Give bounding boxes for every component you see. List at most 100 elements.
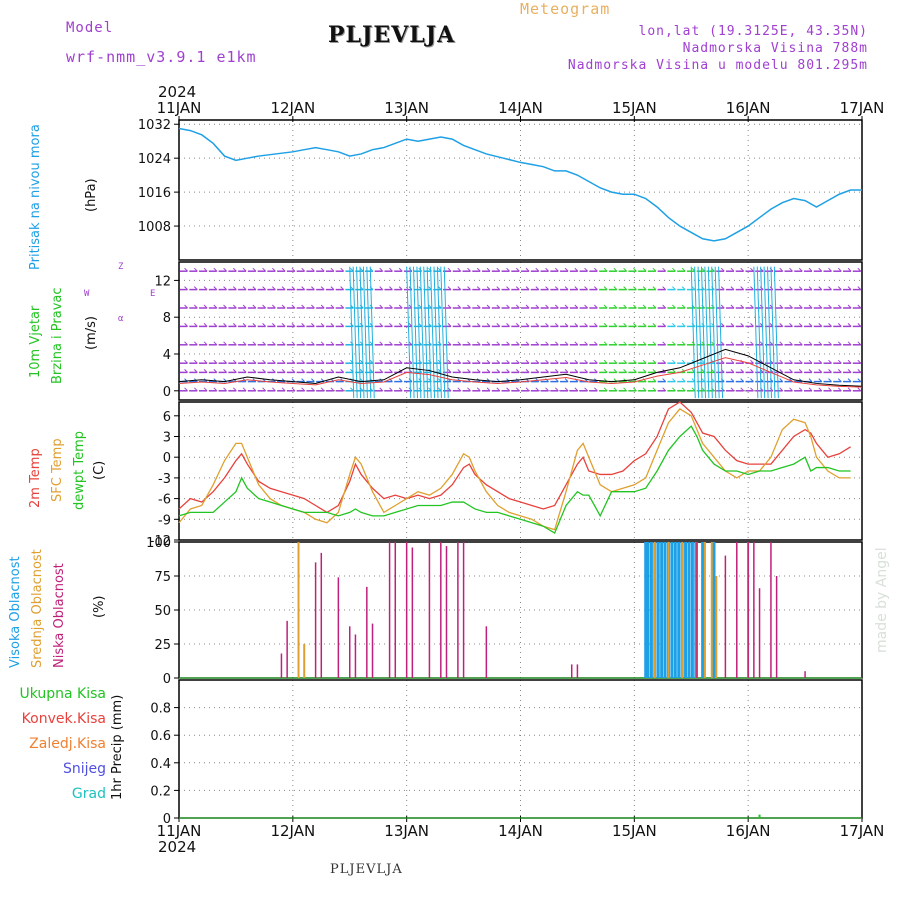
wind-barb-head xyxy=(311,286,315,290)
wind-barb-head xyxy=(779,378,784,382)
wind-barb-head xyxy=(281,286,286,290)
year-top: 2024 xyxy=(158,83,197,101)
wind-ytick-label: 4 xyxy=(163,348,171,363)
pressure-ytick-label: 1024 xyxy=(138,152,171,167)
wind-frame xyxy=(178,261,863,401)
wind-barb-head xyxy=(642,267,647,272)
wind-barb-head xyxy=(750,286,754,290)
wind-barb-head xyxy=(740,323,745,327)
wind-barb-head xyxy=(350,387,354,392)
wind-barb-head xyxy=(262,359,266,364)
wind-barb-head xyxy=(828,304,832,309)
wind-barb-head xyxy=(642,369,647,373)
cloud-unit: (%) xyxy=(92,595,107,619)
wind-barb-head xyxy=(808,369,813,373)
wind-barb-head xyxy=(193,341,198,346)
wind-barb-head xyxy=(213,267,218,272)
wind-gust-arrow xyxy=(763,266,769,399)
wind-barb-head xyxy=(662,359,667,364)
wind-barb-head xyxy=(457,323,462,327)
wind-barb-head xyxy=(564,323,569,327)
wind-barb-head xyxy=(389,323,393,327)
wind-barb-head xyxy=(281,341,286,346)
pressure-ytick-label: 1008 xyxy=(138,220,171,235)
wind-barb-head xyxy=(750,378,754,382)
wind-barb-head xyxy=(603,286,608,290)
wind-gust-arrow xyxy=(433,266,439,399)
wind-barb-head xyxy=(789,286,793,290)
wind-barb-head xyxy=(291,341,296,346)
wind-barb-head xyxy=(652,304,657,309)
wind-barb-head xyxy=(272,286,276,290)
wind-gust-arrow xyxy=(440,266,446,399)
wind-barb-head xyxy=(457,286,462,290)
wind-barb-head xyxy=(457,387,462,392)
x-tick-label-bottom: 16JAN xyxy=(726,822,771,840)
wind-barb-head xyxy=(193,387,198,392)
temp-ytick-label: -9 xyxy=(158,513,171,528)
wind-barb-head xyxy=(808,304,813,309)
temp-ytick-label: 0 xyxy=(163,451,171,466)
wind-barb-head xyxy=(633,286,637,290)
wind-barb-head xyxy=(818,359,823,364)
wind-barb-head xyxy=(320,267,325,272)
wind-barb-head xyxy=(223,369,227,373)
wind-barb-head xyxy=(467,304,471,309)
wind-barb-head xyxy=(837,341,842,346)
wind-gust-arrow xyxy=(412,266,418,399)
wind-barb-head xyxy=(281,359,286,364)
wind-barb-head xyxy=(232,323,237,327)
wind-barb-head xyxy=(379,323,384,327)
wind-barb-head xyxy=(603,387,608,392)
wind-barb-head xyxy=(330,267,335,272)
wind-barb-head xyxy=(691,286,696,290)
wind-barb-head xyxy=(389,286,393,290)
wind-barb-head xyxy=(593,359,598,364)
wind-barb-head xyxy=(515,387,520,392)
wind-barb-head xyxy=(223,341,227,346)
wind-barb-head xyxy=(301,286,305,290)
wind-gust-arrow xyxy=(767,266,773,399)
wind-barb-head xyxy=(623,323,627,327)
wind-barb-head xyxy=(262,323,266,327)
wind-barb-head xyxy=(223,286,227,290)
wind-barb-head xyxy=(554,304,559,309)
wind-barb-head xyxy=(379,387,384,392)
wind-barb-head xyxy=(311,387,315,392)
wind-barb-head xyxy=(545,359,549,364)
wind-barb-head xyxy=(506,341,510,346)
wind-barb-head xyxy=(398,341,403,346)
wind-barb-head xyxy=(476,341,481,346)
wind-barb-head xyxy=(242,323,247,327)
compass-w: W xyxy=(84,289,90,299)
wind-gust-arrow xyxy=(436,266,442,399)
wind-barb-head xyxy=(789,323,793,327)
wind-barb-head xyxy=(837,304,842,309)
wind-barb-head xyxy=(750,369,754,373)
wind-barb-head xyxy=(447,304,452,309)
wind-barb-head xyxy=(545,323,549,327)
wind-barb-head xyxy=(593,369,598,373)
wind-barb-head xyxy=(232,369,237,373)
wind-barb-head xyxy=(203,341,208,346)
wind-barb-head xyxy=(798,387,803,392)
wind-barb-head xyxy=(340,286,345,290)
wind-barb-head xyxy=(447,387,452,392)
wind-barb-head xyxy=(837,359,842,364)
x-tick-label-top: 13JAN xyxy=(384,99,429,117)
wind-barb-head xyxy=(720,341,725,346)
wind-barb-head xyxy=(750,341,754,346)
wind-barb-head xyxy=(672,359,676,364)
precip-ylabel: 1hr Precip (mm) xyxy=(110,694,125,800)
wind-barb-head xyxy=(525,387,530,392)
x-tick-label-bottom: 12JAN xyxy=(270,822,315,840)
wind-barb-head xyxy=(554,369,559,373)
precip-ytick-label: 0.8 xyxy=(150,702,171,717)
wind-barb-head xyxy=(311,359,315,364)
wind-barb-head xyxy=(476,267,481,272)
wind-barb-head xyxy=(730,341,735,346)
wind-barb-head xyxy=(340,267,345,272)
wind-barb-head xyxy=(584,387,588,392)
wind-barb-head xyxy=(223,387,227,392)
wind-barb-head xyxy=(428,304,432,309)
